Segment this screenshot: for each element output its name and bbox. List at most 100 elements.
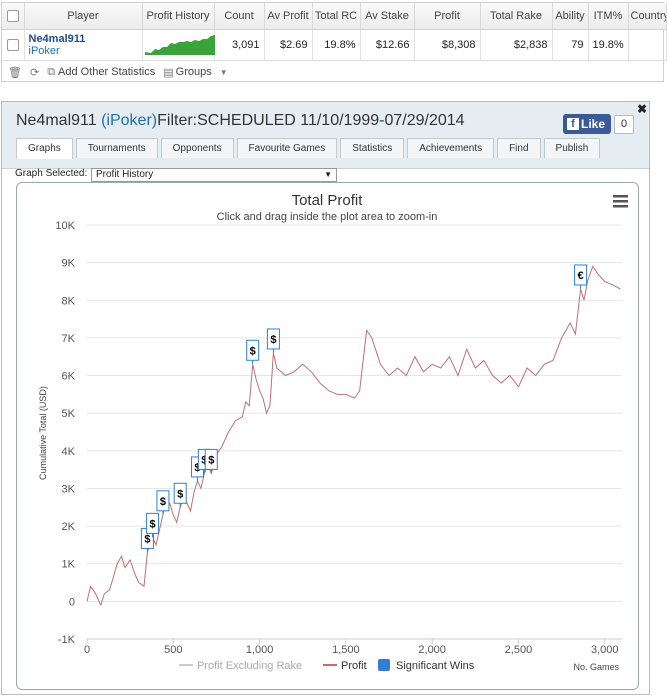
y-tick-label: 8K [62,295,76,307]
y-tick-label: 5K [62,408,76,420]
header-total-rake[interactable]: Total Rake [480,3,553,30]
significant-win-symbol: $ [160,496,166,508]
title-filter: Filter:SCHEDULED 11/10/1999-07/29/2014 [157,112,465,129]
header-profit-history[interactable]: Profit History [142,3,215,30]
significant-win-box [246,339,260,361]
player-site: iPoker [28,45,60,57]
significant-win-symbol: $ [250,345,256,357]
header-av-profit[interactable]: Av Profit [264,3,313,30]
legend-profit[interactable]: Profit [341,660,367,672]
significant-win-flag[interactable]: $ [156,490,170,515]
significant-win-symbol: € [578,270,584,282]
x-tick-label: 3,000 [591,644,619,656]
facebook-like-button[interactable]: f Like [563,114,611,134]
facebook-icon: f [567,118,579,130]
tab-opponents[interactable]: Opponents [160,138,234,158]
header-total-rc[interactable]: Total RC [312,3,361,30]
significant-win-flag[interactable]: € [574,264,588,289]
total-rc-cell: 19.8% [312,29,361,61]
select-all-checkbox[interactable] [2,3,25,30]
row-checkbox[interactable] [2,29,25,61]
significant-win-symbol: $ [201,454,207,466]
tab-publish[interactable]: Publish [543,138,601,158]
itm-cell: 19.8% [588,29,629,61]
x-tick-label: 2,500 [505,644,533,656]
x-tick-label: 500 [164,644,182,656]
graph-selected-label: Graph Selected: [15,168,88,179]
y-tick-label: -1K [58,634,76,646]
profit-chart[interactable]: Total Profit Click and drag inside the p… [17,183,638,689]
panel-tabs: Graphs Tournaments Opponents Favourite G… [16,138,603,159]
significant-win-symbol: $ [150,518,156,530]
significant-win-flag[interactable]: $ [266,328,280,353]
total-rake-cell: $2,838 [480,29,553,61]
chevron-down-icon[interactable]: ▼ [219,67,228,77]
refresh-icon[interactable]: ⟳ [29,66,40,79]
tab-statistics[interactable]: Statistics [340,138,405,158]
significant-win-flag[interactable]: $ [204,448,218,474]
significant-win-symbol: $ [208,454,214,466]
table-header-row: Player Profit History Count Av Profit To… [2,3,667,30]
title-player-name: Ne4mal911 [16,112,97,129]
y-tick-label: 4K [62,446,76,458]
significant-win-symbol: $ [270,334,276,346]
y-tick-label: 6K [62,371,76,383]
tab-tournaments[interactable]: Tournaments [75,138,158,158]
table-toolbar: 🗑 ⟳ ⧉ Add Other Statistics ▤ Groups ▼ [2,61,663,83]
stats-table: Player Profit History Count Av Profit To… [2,3,667,61]
chart-series [86,265,621,607]
header-count[interactable]: Count [214,3,265,30]
y-axis-ticks: -1K 0 1K 2K 3K 4K 5K 6K 7K 8K 9K 10K [55,220,75,646]
trash-icon[interactable]: 🗑 [8,66,22,79]
y-tick-label: 10K [55,220,75,232]
significant-win-box [266,328,280,350]
stats-table-panel: Player Profit History Count Av Profit To… [1,2,667,83]
significant-win-symbol: $ [144,533,150,545]
header-ability[interactable]: Ability [552,3,589,30]
tab-favourite-games[interactable]: Favourite Games [236,138,338,158]
tab-find[interactable]: Find [497,138,541,158]
graph-selector-row: Graph Selected: Profit History ▼ [15,168,337,182]
significant-win-flag[interactable]: $ [246,339,260,365]
country-cell [628,29,667,61]
groups-icon[interactable]: ▤ [163,66,174,79]
hamburger-menu-icon[interactable] [613,195,628,208]
header-profit[interactable]: Profit [414,3,481,30]
header-av-stake[interactable]: Av Stake [360,3,415,30]
close-icon[interactable]: ✖ [636,102,647,116]
add-other-statistics-button[interactable]: Add Other Statistics [58,66,156,78]
significant-win-symbol: $ [177,488,183,500]
legend-significant-wins[interactable]: Significant Wins [396,660,475,672]
av-profit-cell: $2.69 [264,29,313,61]
sparkline-chart [144,34,215,55]
groups-dropdown[interactable]: Groups [175,66,212,78]
player-cell[interactable]: Ne4mal911 iPoker [24,29,143,61]
chart-legend: Profit Excluding Rake Profit Significant… [179,659,475,672]
header-country[interactable]: Country [628,3,667,30]
table-row[interactable]: Ne4mal911 iPoker 3,091 $2.69 19.8% $12.6… [2,29,667,61]
significant-win-box [156,490,170,512]
y-tick-label: 0 [69,596,75,608]
header-player[interactable]: Player [24,3,143,30]
av-stake-cell: $12.66 [360,29,415,61]
y-tick-label: 1K [62,559,76,571]
significant-win-box [146,512,160,534]
player-name-link[interactable]: Ne4mal911 [28,33,86,45]
ability-cell: 79 [552,29,589,61]
tab-graphs[interactable]: Graphs [16,138,73,159]
add-stats-icon[interactable]: ⧉ [47,65,56,78]
header-itm[interactable]: ITM% [588,3,629,30]
like-count: 0 [614,115,634,134]
significant-win-flag[interactable]: $ [146,512,160,538]
tab-achievements[interactable]: Achievements [407,138,495,158]
chart-container[interactable]: Total Profit Click and drag inside the p… [16,182,639,690]
y-tick-label: 2K [62,521,76,533]
y-tick-label: 9K [62,258,76,270]
legend-profit-excluding-rake[interactable]: Profit Excluding Rake [197,660,302,672]
graph-select-dropdown[interactable]: Profit History ▼ [91,168,337,182]
x-tick-label: 1,500 [332,644,360,656]
x-axis-ticks: 0 500 1,000 1,500 2,000 2,500 3,000 [84,638,622,656]
y-tick-label: 7K [62,333,76,345]
significant-win-flag[interactable]: $ [173,482,187,508]
graph-select-value: Profit History [96,169,154,180]
